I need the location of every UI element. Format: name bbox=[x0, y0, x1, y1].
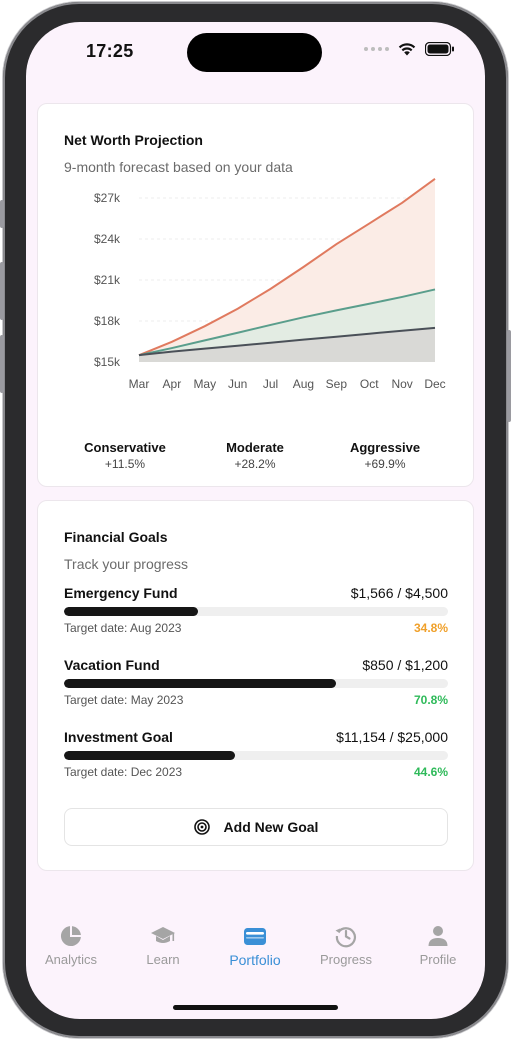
history-icon bbox=[335, 927, 357, 948]
person-icon bbox=[428, 926, 448, 946]
goal-amount: $11,154 / $25,000 bbox=[336, 729, 448, 745]
goal-target-date: Target date: May 2023 bbox=[64, 693, 184, 707]
series-line-1 bbox=[138, 288, 436, 357]
status-bar: 17:25 bbox=[26, 22, 485, 82]
goal-name: Investment Goal bbox=[64, 729, 173, 745]
status-icons bbox=[364, 42, 455, 56]
x-tick-label: Jul bbox=[263, 377, 278, 391]
tab-bar: Analytics Learn Portfolio bbox=[26, 922, 485, 982]
goal-target-date: Target date: Dec 2023 bbox=[64, 765, 183, 779]
series-line-0 bbox=[138, 178, 436, 357]
goal-progress-fill bbox=[64, 679, 336, 688]
dynamic-island bbox=[187, 33, 322, 72]
goal-name: Vacation Fund bbox=[64, 657, 160, 673]
home-indicator bbox=[173, 1005, 338, 1010]
tab-profile[interactable]: Profile bbox=[393, 922, 483, 967]
tab-portfolio[interactable]: Portfolio bbox=[210, 922, 300, 968]
tab-label: Progress bbox=[319, 952, 373, 967]
goal-progress-bar bbox=[64, 679, 448, 688]
net-worth-chart: $15k $18k $21k $24k $27k Mar Apr May Jun Jul Aug Se… bbox=[94, 178, 446, 391]
x-tick-label: Mar bbox=[129, 377, 150, 391]
goal-percent: 44.6% bbox=[413, 765, 448, 779]
tab-label: Profile bbox=[419, 952, 457, 967]
y-tick-label: $18k bbox=[94, 314, 121, 328]
wifi-icon bbox=[398, 43, 416, 56]
goal-progress-bar bbox=[64, 607, 448, 616]
scenario-change: +69.9% bbox=[364, 457, 406, 471]
cellular-signal-icon bbox=[364, 47, 389, 51]
x-tick-label: Oct bbox=[360, 377, 379, 391]
goal-amount: $850 / $1,200 bbox=[362, 657, 448, 673]
tab-progress[interactable]: Progress bbox=[301, 922, 391, 967]
scenario-name: Aggressive bbox=[349, 440, 421, 455]
x-tick-label: Nov bbox=[391, 377, 412, 391]
wallet-icon bbox=[244, 928, 266, 945]
goal-emergency-fund[interactable]: Emergency Fund $1,566 / $4,500 Target da… bbox=[64, 585, 448, 635]
goal-percent: 34.8% bbox=[413, 621, 448, 635]
x-tick-label: Apr bbox=[163, 377, 182, 391]
battery-icon bbox=[425, 42, 454, 56]
net-worth-subtitle: 9-month forecast based on your data bbox=[64, 159, 293, 175]
scenario-conservative: Conservative +11.5% bbox=[65, 440, 185, 471]
volume-down-button bbox=[0, 335, 4, 393]
screen: 17:25 Net Worth Projection 9-month forec… bbox=[26, 22, 485, 1019]
net-worth-card: Net Worth Projection 9-month forecast ba… bbox=[37, 103, 474, 487]
goal-progress-fill bbox=[64, 607, 198, 616]
tab-label: Portfolio bbox=[229, 952, 281, 968]
pie-chart-icon bbox=[60, 926, 81, 947]
scenario-name: Conservative bbox=[84, 440, 166, 455]
add-new-goal-button[interactable]: Add New Goal bbox=[64, 808, 448, 846]
add-goal-label: Add New Goal bbox=[223, 819, 319, 835]
volume-up-button bbox=[0, 262, 4, 320]
goal-progress-bar bbox=[64, 751, 448, 760]
net-worth-title: Net Worth Projection bbox=[64, 132, 203, 148]
y-tick-label: $15k bbox=[94, 355, 121, 369]
goals-title: Financial Goals bbox=[64, 529, 168, 545]
tab-label: Learn bbox=[146, 952, 180, 967]
tab-learn[interactable]: Learn bbox=[118, 922, 208, 967]
goal-vacation-fund[interactable]: Vacation Fund $850 / $1,200 Target date:… bbox=[64, 657, 448, 707]
scenario-change: +28.2% bbox=[234, 457, 276, 471]
x-tick-label: Dec bbox=[424, 377, 445, 391]
scenario-name: Moderate bbox=[226, 440, 284, 455]
x-tick-label: Sep bbox=[326, 377, 348, 391]
series-line-2 bbox=[138, 326, 436, 357]
scenario-aggressive: Aggressive +69.9% bbox=[325, 440, 445, 471]
series-area-2 bbox=[139, 327, 435, 362]
goal-progress-fill bbox=[64, 751, 236, 760]
status-time: 17:25 bbox=[86, 41, 134, 61]
goal-percent: 70.8% bbox=[413, 693, 448, 707]
tab-analytics[interactable]: Analytics bbox=[26, 922, 116, 967]
financial-goals-card: Financial Goals Track your progress Emer… bbox=[37, 500, 474, 871]
y-tick-label: $27k bbox=[94, 191, 121, 205]
x-tick-label: Aug bbox=[293, 377, 314, 391]
goal-amount: $1,566 / $4,500 bbox=[350, 585, 448, 601]
x-tick-label: Jun bbox=[228, 377, 247, 391]
goal-target-date: Target date: Aug 2023 bbox=[64, 621, 182, 635]
goal-name: Emergency Fund bbox=[64, 585, 178, 601]
goal-investment[interactable]: Investment Goal $11,154 / $25,000 Target… bbox=[64, 729, 448, 779]
action-button bbox=[0, 200, 4, 228]
graduation-cap-icon bbox=[151, 927, 175, 943]
x-tick-label: May bbox=[193, 377, 216, 391]
tab-label: Analytics bbox=[44, 952, 98, 967]
scenario-change: +11.5% bbox=[104, 457, 146, 471]
goals-subtitle: Track your progress bbox=[64, 556, 188, 572]
target-icon bbox=[193, 819, 210, 835]
power-button bbox=[507, 330, 511, 422]
scenario-moderate: Moderate +28.2% bbox=[195, 440, 315, 471]
y-tick-label: $24k bbox=[94, 232, 121, 246]
y-tick-label: $21k bbox=[94, 273, 121, 287]
